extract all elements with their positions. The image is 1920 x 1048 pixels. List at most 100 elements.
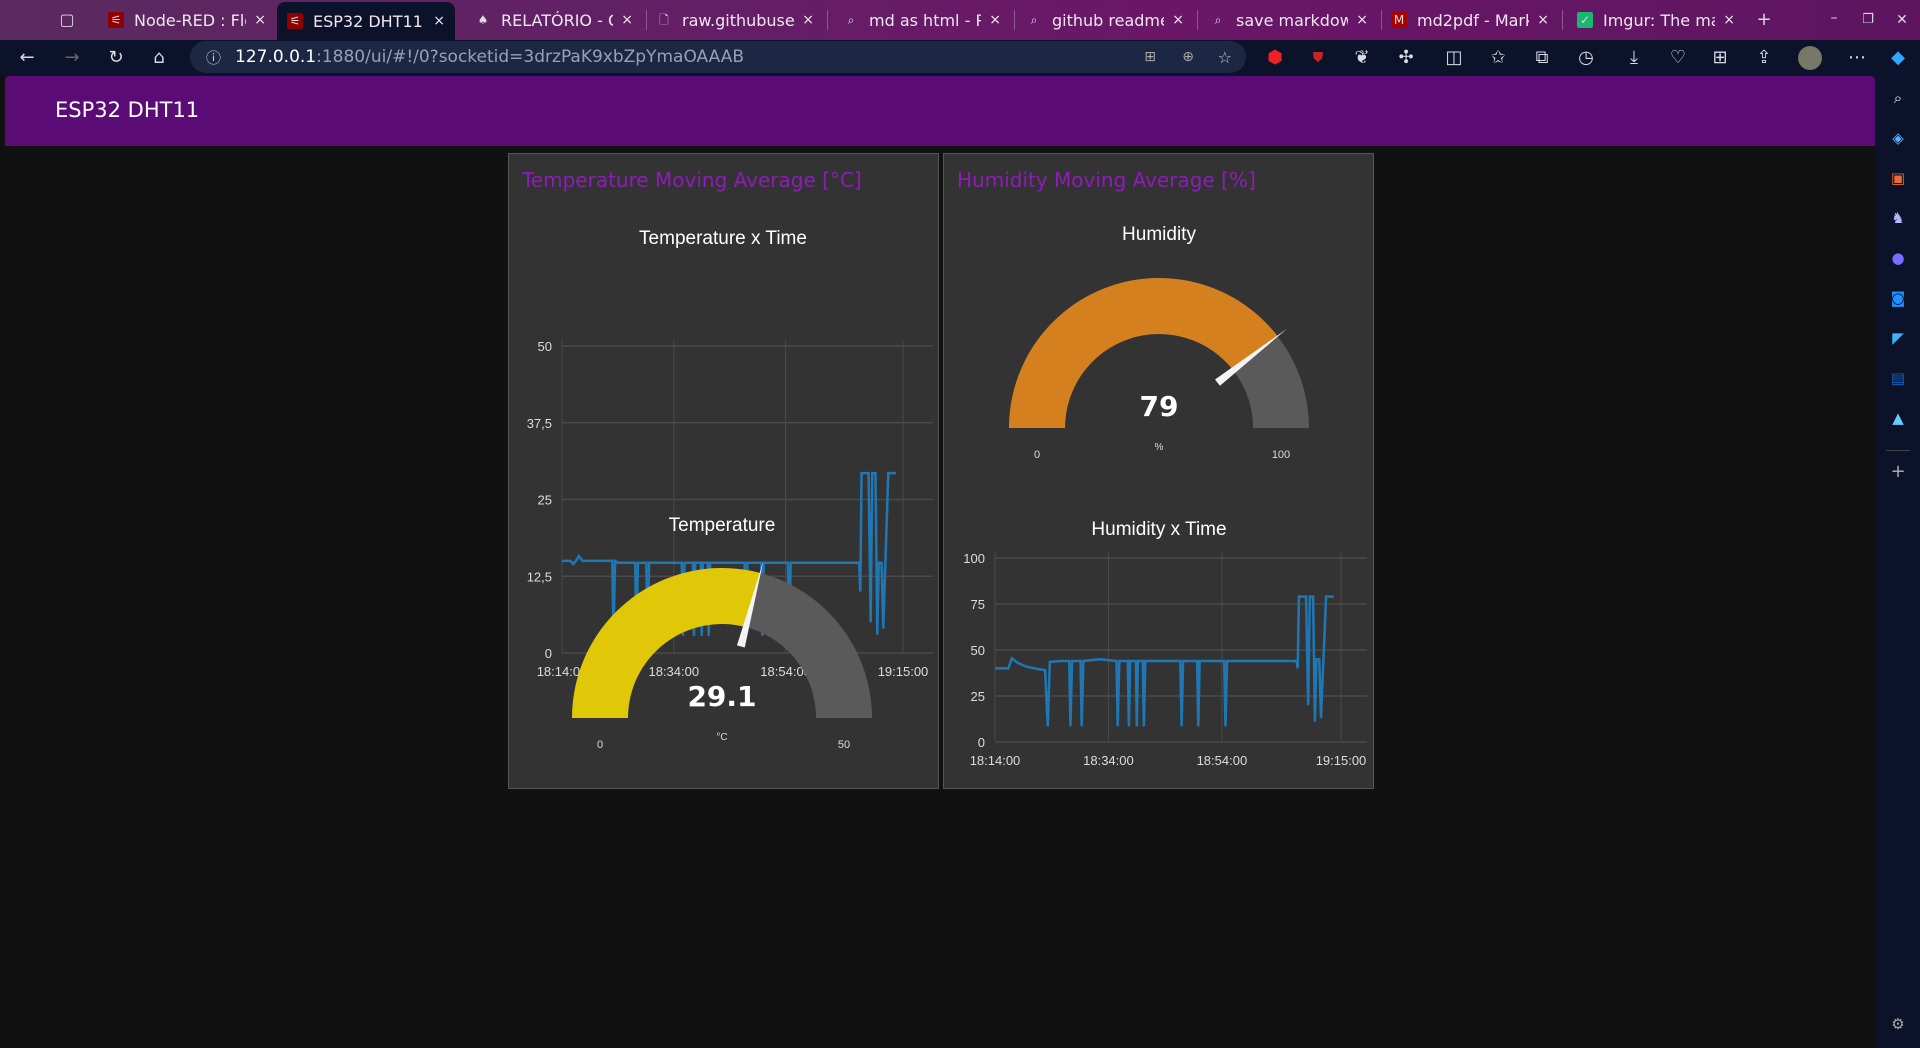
tab[interactable]: ✓ Imgur: The mag × <box>1567 2 1745 38</box>
tools-icon[interactable]: ▣ <box>1890 169 1906 187</box>
refresh-icon[interactable]: ↻ <box>108 47 124 68</box>
tab-separator <box>1381 10 1382 30</box>
tab[interactable]: ⌕ github readme × <box>1016 2 1194 38</box>
info-icon[interactable]: ⓘ <box>206 48 222 67</box>
tab-close-icon[interactable]: × <box>1356 12 1368 28</box>
add-app-icon[interactable]: + <box>1890 461 1906 482</box>
gauge-unit: °C <box>716 732 727 743</box>
app-available-icon[interactable]: ⊞ <box>1144 49 1156 65</box>
games-icon[interactable]: ♞ <box>1891 209 1905 227</box>
minimize-button[interactable]: – <box>1830 10 1838 26</box>
temperature-panel-title: Temperature Moving Average [°C] <box>522 168 862 192</box>
gauge-needle <box>1215 328 1288 386</box>
y-tick-label: 12,5 <box>527 569 552 584</box>
adblock-extension-icon[interactable]: ⬢ <box>1267 47 1283 68</box>
gauge-unit: % <box>1155 442 1164 453</box>
tab-label: github readme <box>1052 10 1165 30</box>
gauge-title: Temperature <box>669 515 776 536</box>
tab-bar: ▢ ⚟ Node-RED : Flo × ⚟ ESP32 DHT11 × ♠ RELATÓRI… <box>0 0 1920 40</box>
tab-label: ESP32 DHT11 <box>313 11 423 31</box>
y-tick-label: 25 <box>538 493 552 508</box>
tab-close-icon[interactable]: × <box>989 12 1001 28</box>
downloads-icon[interactable]: ⤓ <box>1630 47 1638 68</box>
history-icon[interactable]: ◷ <box>1578 47 1594 68</box>
x-tick-label: 18:54:00 <box>1197 753 1248 768</box>
tab[interactable]: ⌕ md as html - Pe × <box>833 2 1011 38</box>
extensions-puzzle-icon[interactable]: ✣ <box>1398 47 1414 68</box>
telegram-icon[interactable]: ◤ <box>1892 329 1904 347</box>
tab-close-icon[interactable]: × <box>1172 12 1184 28</box>
y-tick-label: 0 <box>978 735 985 750</box>
extension-icon[interactable]: ❦ <box>1354 47 1370 68</box>
y-tick-label: 75 <box>971 597 985 612</box>
image-app-icon[interactable]: ▲ <box>1892 409 1904 427</box>
tab-label: save markdown <box>1236 10 1349 30</box>
tab-close-icon[interactable]: × <box>621 12 633 28</box>
close-window-button[interactable]: ✕ <box>1896 12 1908 28</box>
favorites-icon[interactable]: ✩ <box>1490 47 1506 68</box>
tab-separator <box>1014 10 1015 30</box>
split-screen-icon[interactable]: ◫ <box>1445 47 1463 68</box>
tab[interactable]: ⚟ Node-RED : Flo × <box>98 2 276 38</box>
restore-button[interactable]: ❐ <box>1862 12 1874 27</box>
home-icon[interactable]: ⌂ <box>153 47 165 68</box>
more-menu-icon[interactable]: ⋯ <box>1848 47 1866 68</box>
tab[interactable]: ♠ RELATÓRIO - C × <box>465 2 643 38</box>
gauge-fill <box>1009 277 1278 428</box>
gauge-min-label: 0 <box>597 739 603 751</box>
gauge-needle <box>736 561 764 648</box>
zoom-icon[interactable]: ⊕ <box>1182 49 1194 65</box>
tab-close-icon[interactable]: × <box>1723 12 1735 28</box>
copilot-app-icon[interactable]: ● <box>1891 249 1905 267</box>
tab-label: md as html - Pe <box>869 10 982 30</box>
x-tick-label: 18:14:00 <box>970 753 1021 768</box>
gauge-title: Humidity <box>1122 224 1196 245</box>
url-path: :1880/ui/#!/0?socketid=3drzPaK9xbZpYmaOA… <box>316 47 745 67</box>
tab-close-icon[interactable]: × <box>433 13 445 29</box>
linkedin-icon[interactable]: ▤ <box>1890 369 1906 387</box>
new-tab-button[interactable]: + <box>1756 9 1772 30</box>
share-icon[interactable]: ⇪ <box>1756 47 1772 68</box>
tab-close-icon[interactable]: × <box>1537 12 1549 28</box>
tab-separator <box>827 10 828 30</box>
dashboard-title: ESP32 DHT11 <box>55 98 200 122</box>
forward-icon[interactable]: → <box>64 47 80 68</box>
tab-close-icon[interactable]: × <box>802 12 814 28</box>
x-tick-label: 18:34:00 <box>648 664 699 679</box>
tab-actions-icon[interactable]: ▢ <box>59 10 75 29</box>
apps-icon[interactable]: ⊞ <box>1712 47 1728 68</box>
sidebar-divider <box>1886 450 1910 451</box>
tab-label: md2pdf - Marko <box>1417 10 1529 30</box>
settings-gear-icon[interactable]: ⚙ <box>1891 1015 1905 1033</box>
x-tick-label: 19:15:00 <box>878 664 929 679</box>
y-tick-label: 0 <box>545 646 552 661</box>
dashboard-header: ESP32 DHT11 <box>5 76 1875 146</box>
url-host: 127.0.0.1 <box>235 47 317 67</box>
back-icon[interactable]: ← <box>19 47 35 68</box>
address-bar[interactable]: ⓘ 127.0.0.1:1880/ui/#!/0?socketid=3drzPa… <box>190 41 1246 73</box>
performance-icon[interactable]: ♡ <box>1669 47 1687 68</box>
tab[interactable]: ⚟ ESP32 DHT11 × <box>277 2 455 40</box>
y-tick-label: 50 <box>538 339 552 354</box>
avatar[interactable] <box>1798 46 1822 70</box>
y-tick-label: 37,5 <box>527 416 552 431</box>
search-icon[interactable]: ⌕ <box>1893 89 1903 107</box>
gauge-value: 29.1 <box>687 680 756 713</box>
collections-icon[interactable]: ⧉ <box>1535 47 1549 68</box>
search-icon: ⌕ <box>1214 13 1222 27</box>
copilot-icon[interactable]: ◆ <box>1891 47 1905 68</box>
search-icon: ⌕ <box>1030 13 1038 27</box>
tab-close-icon[interactable]: × <box>254 12 266 28</box>
edge-sidebar: ⌕ ◈ ▣ ♞ ● ◙ ◤ ▤ ▲ + ⚙ <box>1876 76 1920 1048</box>
outlook-icon[interactable]: ◙ <box>1890 289 1906 307</box>
x-tick-label: 18:14:00 <box>537 664 588 679</box>
tab[interactable]: ⌕ save markdown × <box>1200 2 1378 38</box>
chart-title: Humidity x Time <box>1091 519 1226 540</box>
ublock-extension-icon[interactable]: ⛊ <box>1312 50 1324 66</box>
favorite-star-icon[interactable]: ☆ <box>1217 47 1232 67</box>
tab[interactable]: 🗋 raw.githubuserc × <box>646 2 824 38</box>
shopping-tag-icon[interactable]: ◈ <box>1892 129 1904 147</box>
node-red-icon: ⚟ <box>287 13 303 29</box>
x-tick-label: 18:54:00 <box>760 664 811 679</box>
